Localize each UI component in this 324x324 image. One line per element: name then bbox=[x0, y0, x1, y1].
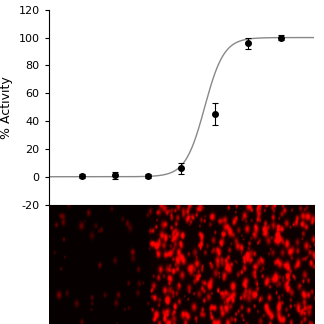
Y-axis label: % Activity: % Activity bbox=[0, 76, 13, 139]
X-axis label: Log[PACAP-38]M: Log[PACAP-38]M bbox=[110, 226, 253, 241]
